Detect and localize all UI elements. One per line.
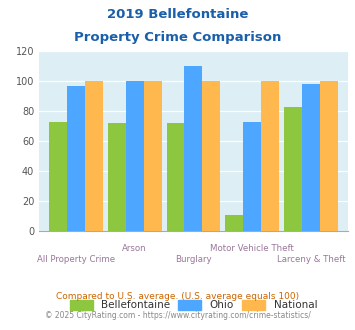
Bar	[261, 81, 279, 231]
Bar	[67, 85, 85, 231]
Text: Burglary: Burglary	[175, 255, 212, 264]
Bar	[166, 123, 185, 231]
Bar	[85, 81, 103, 231]
Text: Motor Vehicle Theft: Motor Vehicle Theft	[211, 245, 294, 253]
Text: Property Crime Comparison: Property Crime Comparison	[74, 31, 281, 44]
Bar	[49, 121, 67, 231]
Text: All Property Crime: All Property Crime	[37, 255, 115, 264]
Text: © 2025 CityRating.com - https://www.cityrating.com/crime-statistics/: © 2025 CityRating.com - https://www.city…	[45, 311, 310, 320]
Text: Arson: Arson	[122, 245, 147, 253]
Bar	[185, 66, 202, 231]
Bar	[225, 214, 243, 231]
Legend: Bellefontaine, Ohio, National: Bellefontaine, Ohio, National	[66, 296, 321, 314]
Bar	[302, 84, 320, 231]
Bar	[126, 81, 144, 231]
Text: Larceny & Theft: Larceny & Theft	[277, 255, 345, 264]
Bar	[144, 81, 162, 231]
Text: 2019 Bellefontaine: 2019 Bellefontaine	[107, 8, 248, 21]
Bar	[108, 123, 126, 231]
Text: Compared to U.S. average. (U.S. average equals 100): Compared to U.S. average. (U.S. average …	[56, 292, 299, 301]
Bar	[320, 81, 338, 231]
Bar	[202, 81, 220, 231]
Bar	[243, 121, 261, 231]
Bar	[284, 107, 302, 231]
